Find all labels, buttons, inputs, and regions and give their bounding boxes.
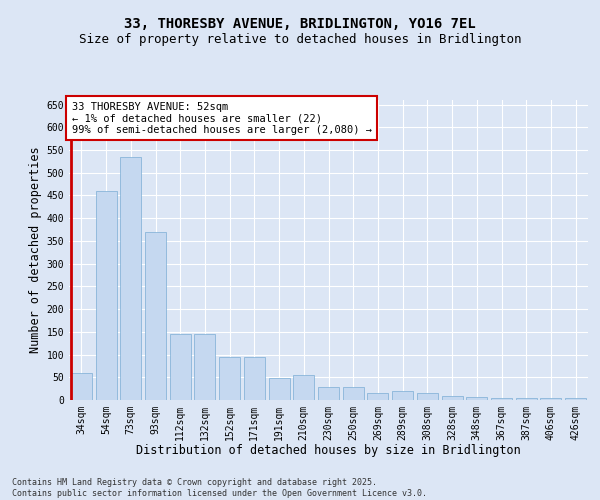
Bar xyxy=(343,388,364,400)
Bar xyxy=(367,393,388,400)
Bar xyxy=(417,393,438,400)
Bar xyxy=(491,398,512,400)
Bar xyxy=(145,232,166,400)
Bar xyxy=(71,372,92,400)
Bar xyxy=(170,334,191,400)
Bar xyxy=(219,357,240,400)
Bar xyxy=(293,375,314,400)
Y-axis label: Number of detached properties: Number of detached properties xyxy=(29,146,43,354)
Text: 33, THORESBY AVENUE, BRIDLINGTON, YO16 7EL: 33, THORESBY AVENUE, BRIDLINGTON, YO16 7… xyxy=(124,18,476,32)
Bar xyxy=(442,396,463,400)
Text: 33 THORESBY AVENUE: 52sqm
← 1% of detached houses are smaller (22)
99% of semi-d: 33 THORESBY AVENUE: 52sqm ← 1% of detach… xyxy=(71,102,371,134)
Bar xyxy=(95,191,116,400)
Bar xyxy=(318,388,339,400)
X-axis label: Distribution of detached houses by size in Bridlington: Distribution of detached houses by size … xyxy=(136,444,521,458)
Bar xyxy=(392,391,413,400)
Bar xyxy=(565,398,586,400)
Bar xyxy=(516,398,537,400)
Bar xyxy=(541,398,562,400)
Text: Size of property relative to detached houses in Bridlington: Size of property relative to detached ho… xyxy=(79,32,521,46)
Bar xyxy=(194,334,215,400)
Bar xyxy=(466,398,487,400)
Bar xyxy=(120,157,141,400)
Bar xyxy=(269,378,290,400)
Text: Contains HM Land Registry data © Crown copyright and database right 2025.
Contai: Contains HM Land Registry data © Crown c… xyxy=(12,478,427,498)
Bar xyxy=(244,357,265,400)
